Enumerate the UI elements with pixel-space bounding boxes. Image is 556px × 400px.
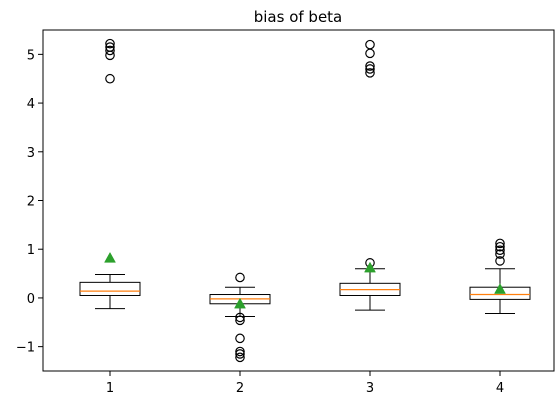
y-tick-label: 1: [27, 243, 35, 258]
x-tick-label: 3: [366, 381, 374, 396]
outlier-point: [235, 352, 245, 363]
outlier-point: [365, 39, 375, 50]
outlier-point: [365, 61, 375, 71]
outlier-point: [235, 349, 245, 359]
y-tick-label: 3: [27, 146, 35, 161]
outlier-point: [235, 272, 245, 283]
y-tick-label: 0: [27, 292, 35, 307]
x-tick-label: 1: [106, 381, 114, 396]
outlier-point: [105, 73, 115, 84]
plot-area: −1 0 1 2 3 4 5 1 2 3 4: [16, 38, 531, 396]
outlier-point: [495, 238, 505, 249]
outlier-point: [495, 249, 505, 259]
mean-marker: [234, 297, 246, 309]
outlier-point: [105, 45, 115, 56]
plot-frame: [42, 29, 555, 372]
x-tick-label: 4: [496, 381, 504, 396]
outlier-point: [495, 245, 505, 255]
outlier-point: [235, 333, 245, 344]
outlier-point: [105, 50, 115, 61]
outlier-point: [365, 64, 375, 74]
y-tick-label: −1: [16, 341, 35, 356]
outlier-point: [365, 68, 375, 78]
outlier-point: [365, 48, 375, 59]
x-tick-label: 2: [236, 381, 244, 396]
mean-marker: [364, 261, 376, 273]
outlier-point: [105, 38, 115, 49]
outlier-point: [495, 241, 505, 252]
outlier-point: [235, 312, 245, 323]
box: [79, 281, 141, 296]
y-tick-label: 4: [27, 97, 35, 112]
y-tick-label: 5: [27, 48, 35, 63]
outlier-point: [105, 42, 115, 52]
mean-marker: [494, 283, 506, 294]
outlier-point: [235, 346, 245, 357]
mean-marker: [104, 251, 116, 263]
chart-title: bias of beta: [254, 8, 343, 26]
outlier-point: [495, 256, 505, 266]
y-tick-label: 2: [27, 195, 35, 210]
outlier-point: [235, 315, 245, 326]
